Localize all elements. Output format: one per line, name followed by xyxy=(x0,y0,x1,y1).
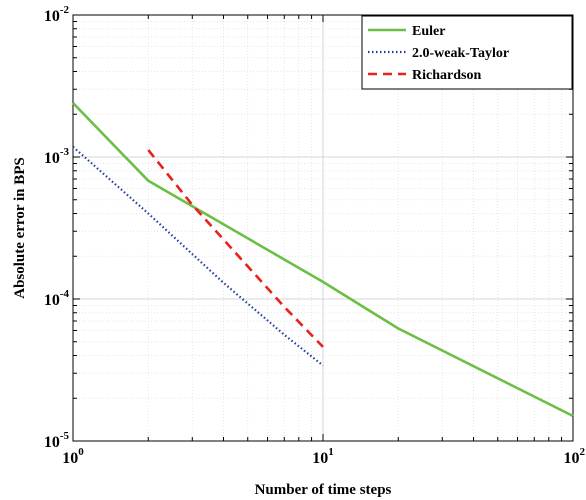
x-tick-label: 100 xyxy=(62,446,84,467)
series-line-richardson xyxy=(147,149,324,348)
series-lines xyxy=(72,102,574,418)
y-tick-label: 10-5 xyxy=(44,430,70,451)
x-axis-label: Number of time steps xyxy=(255,482,392,498)
legend: Euler 2.0-weak-Taylor Richardson xyxy=(361,15,573,90)
y-tick-label: 10-2 xyxy=(44,4,70,25)
y-tick-label: 10-3 xyxy=(44,146,70,167)
axis-ticks: 100 101 102 10-5 10-4 10-3 10-2 xyxy=(44,4,586,467)
y-tick-label: 10-4 xyxy=(44,288,70,309)
y-axis-label: Absolute error in BPS xyxy=(12,157,28,299)
x-tick-label: 101 xyxy=(312,446,334,467)
series-line-euler xyxy=(72,102,574,418)
x-tick-label: 102 xyxy=(564,446,586,467)
legend-label: Euler xyxy=(412,24,445,39)
legend-label: Richardson xyxy=(412,68,481,83)
legend-label: 2.0-weak-Taylor xyxy=(412,46,509,61)
